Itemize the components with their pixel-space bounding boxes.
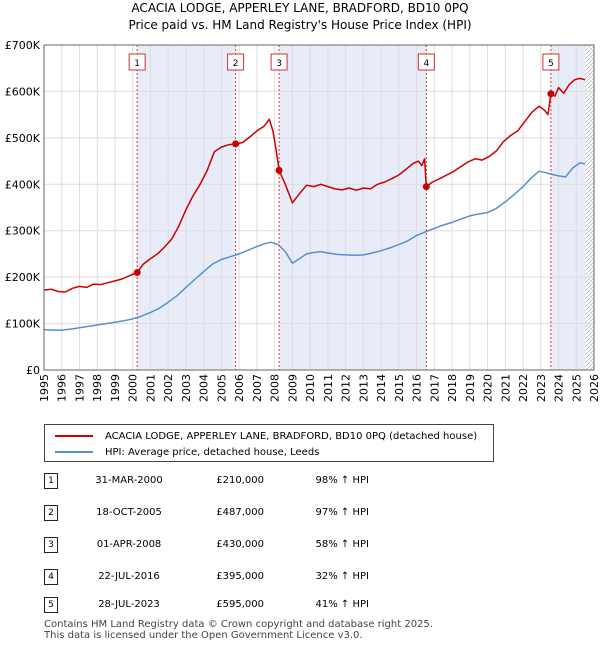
y-tick-label: £500K	[5, 132, 41, 145]
x-tick-label: 2007	[251, 374, 264, 402]
x-tick-label: 2001	[144, 374, 157, 402]
y-tick-label: £0	[26, 364, 40, 377]
x-tick-label: 1995	[38, 374, 51, 402]
y-tick-label: £200K	[5, 271, 41, 284]
y-tick-label: £700K	[5, 39, 41, 52]
sale-point	[232, 140, 240, 148]
price-chart: ACACIA LODGE, APPERLEY LANE, BRADFORD, B…	[5, 1, 600, 402]
ownership-span	[550, 45, 586, 370]
sale-number-box	[128, 53, 146, 71]
x-tick-label: 2011	[322, 374, 335, 402]
sale-hpi-change: 98% ↑ HPI	[315, 475, 369, 486]
x-tick-label: 2021	[499, 374, 512, 402]
legend-swatch-hpi	[55, 451, 93, 453]
sale-date: 31-MAR-2000	[95, 475, 163, 486]
x-tick-label: 2010	[304, 374, 317, 402]
sale-date: 22-JUL-2016	[98, 571, 160, 582]
x-tick-label: 1997	[73, 374, 86, 402]
x-tick-label: 2023	[535, 374, 548, 402]
table-row: 2 18-OCT-2005 £487,000 97% ↑ HPI	[44, 504, 444, 524]
x-tick-label: 2016	[411, 374, 424, 402]
y-tick-label: £400K	[5, 178, 41, 191]
x-tick-label: 2009	[286, 374, 299, 402]
legend-item-hpi: HPI: Average price, detached house, Leed…	[55, 444, 319, 460]
sale-number-label: 2	[233, 59, 239, 69]
x-tick-label: 2026	[588, 374, 600, 402]
footer-licence: This data is licensed under the Open Gov…	[44, 630, 363, 641]
x-tick-label: 2006	[233, 374, 246, 402]
future-hatch	[585, 45, 594, 370]
sale-hpi-change: 58% ↑ HPI	[315, 539, 369, 550]
y-tick-label: £100K	[5, 318, 41, 331]
legend-label-property: ACACIA LODGE, APPERLEY LANE, BRADFORD, B…	[105, 430, 478, 442]
sale-price: £430,000	[216, 539, 264, 550]
sale-number-badge: 4	[44, 569, 58, 585]
x-tick-label: 2013	[357, 374, 370, 402]
sale-number-badge: 3	[44, 537, 58, 553]
sale-number-box	[417, 53, 435, 71]
ownership-span	[279, 45, 427, 370]
sale-number-label: 4	[423, 59, 429, 69]
sale-hpi-change: 41% ↑ HPI	[315, 599, 369, 610]
x-tick-label: 2022	[517, 374, 530, 402]
x-tick-label: 2020	[482, 374, 495, 402]
chart-title: ACACIA LODGE, APPERLEY LANE, BRADFORD, B…	[131, 1, 468, 15]
sale-number-label: 3	[276, 59, 282, 69]
sale-number-label: 5	[548, 59, 554, 69]
x-tick-label: 2004	[198, 374, 211, 402]
x-tick-label: 2025	[570, 374, 583, 402]
sale-point	[133, 269, 141, 276]
y-tick-label: £600K	[5, 85, 41, 98]
sale-number-box	[542, 53, 560, 71]
sale-price: £395,000	[216, 571, 264, 582]
x-tick-label: 2003	[180, 374, 193, 402]
sale-price: £210,000	[216, 475, 264, 486]
x-tick-label: 2019	[464, 374, 477, 402]
x-tick-label: 2000	[127, 374, 140, 402]
x-tick-label: 2008	[269, 374, 282, 402]
x-tick-label: 2015	[393, 374, 406, 402]
table-row: 1 31-MAR-2000 £210,000 98% ↑ HPI	[44, 472, 444, 492]
table-row: 5 28-JUL-2023 £595,000 41% ↑ HPI	[44, 596, 444, 616]
x-tick-label: 1998	[91, 374, 104, 402]
series-line-property	[43, 77, 586, 293]
x-tick-label: 2005	[215, 374, 228, 402]
sale-point	[547, 90, 555, 98]
sale-number-box	[227, 53, 245, 71]
table-row: 3 01-APR-2008 £430,000 58% ↑ HPI	[44, 536, 444, 556]
sale-number-label: 1	[134, 59, 140, 69]
x-tick-label: 1999	[109, 374, 122, 402]
chart-subtitle: Price paid vs. HM Land Registry's House …	[128, 18, 471, 32]
sale-number-badge: 5	[44, 597, 58, 613]
x-tick-label: 2024	[553, 374, 566, 402]
x-tick-label: 2012	[340, 374, 353, 402]
legend-label-hpi: HPI: Average price, detached house, Leed…	[105, 446, 320, 458]
footer-copyright: Contains HM Land Registry data © Crown c…	[44, 619, 433, 630]
sale-date: 01-APR-2008	[96, 539, 162, 550]
sale-number-box	[270, 53, 288, 71]
sale-date: 18-OCT-2005	[96, 507, 162, 518]
y-tick-label: £300K	[5, 225, 41, 238]
legend-item-property: ACACIA LODGE, APPERLEY LANE, BRADFORD, B…	[55, 428, 477, 444]
x-tick-label: 2014	[375, 374, 388, 402]
x-tick-label: 2002	[162, 374, 175, 402]
sale-price: £595,000	[216, 599, 264, 610]
sale-number-badge: 1	[44, 473, 58, 489]
table-row: 4 22-JUL-2016 £395,000 32% ↑ HPI	[44, 568, 444, 588]
sale-price: £487,000	[216, 507, 264, 518]
legend-swatch-property	[55, 435, 93, 437]
sale-point	[422, 183, 430, 191]
x-tick-label: 2017	[428, 374, 441, 402]
chart-legend: ACACIA LODGE, APPERLEY LANE, BRADFORD, B…	[44, 424, 494, 462]
x-tick-label: 1996	[56, 374, 69, 402]
attribution-footer: Contains HM Land Registry data © Crown c…	[44, 619, 433, 641]
sale-hpi-change: 32% ↑ HPI	[315, 571, 369, 582]
sale-point	[275, 166, 283, 174]
sale-number-badge: 2	[44, 505, 58, 521]
series-line-hpi	[43, 162, 586, 331]
plot-frame	[43, 44, 595, 371]
sale-hpi-change: 97% ↑ HPI	[315, 507, 369, 518]
x-tick-label: 2018	[446, 374, 459, 402]
sale-date: 28-JUL-2023	[98, 599, 160, 610]
